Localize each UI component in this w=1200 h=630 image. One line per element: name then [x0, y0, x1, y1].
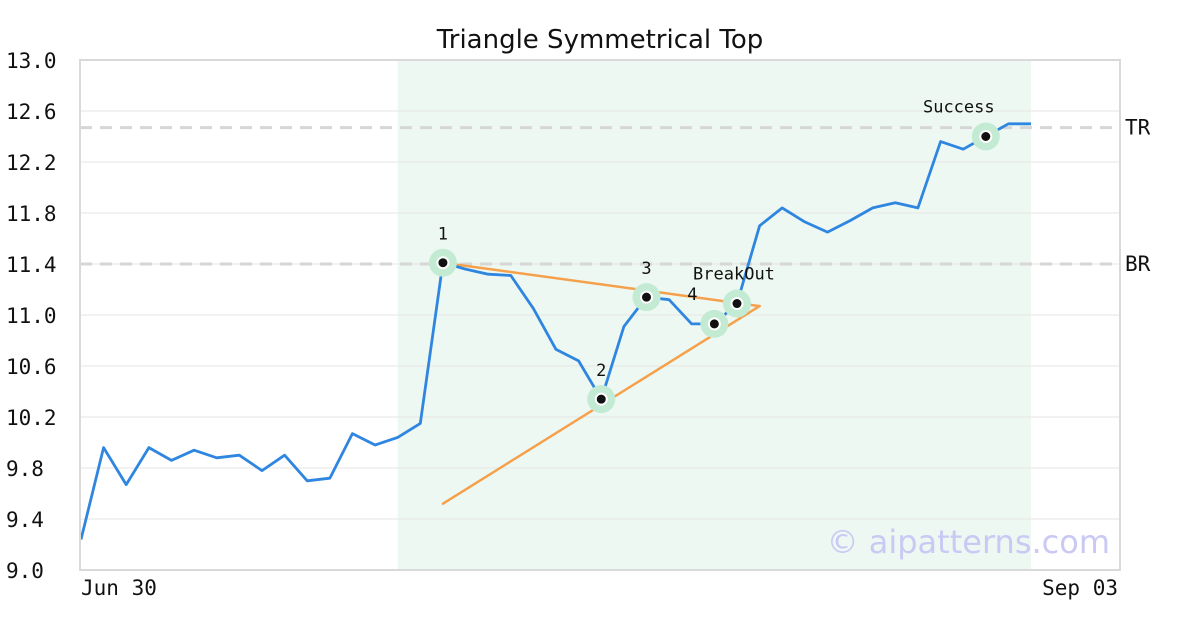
chart-title: Triangle Symmetrical Top	[436, 25, 764, 55]
reference-label-tr: TR	[1125, 116, 1151, 140]
point-label: 1	[438, 225, 448, 245]
y-tick-label: 12.6	[6, 100, 57, 124]
y-tick-label: 13.0	[6, 49, 57, 73]
point-label: Success	[923, 98, 995, 118]
y-tick-label: 10.6	[6, 355, 57, 379]
point-marker	[707, 317, 721, 331]
point-marker	[979, 130, 993, 143]
plot-frame	[79, 59, 1121, 571]
y-tick-label: 12.2	[6, 151, 57, 175]
x-tick-label: Sep 03	[1042, 576, 1118, 600]
y-tick-label: 9.0	[6, 559, 44, 583]
y-tick-label: 11.8	[6, 202, 57, 226]
point-marker	[594, 392, 608, 406]
point-marker	[730, 297, 744, 311]
x-tick-label: Jun 30	[81, 576, 157, 600]
point-label: 4	[687, 285, 697, 305]
price-line	[79, 122, 1031, 540]
point-label: 3	[641, 259, 651, 279]
point-label: BreakOut	[693, 265, 775, 285]
point-marker	[436, 256, 450, 270]
y-tick-label: 11.4	[6, 253, 57, 277]
upper-trendline	[441, 261, 761, 308]
point-label: 2	[596, 361, 606, 381]
y-tick-label: 11.0	[6, 304, 57, 328]
watermark: © aipatterns.com	[827, 523, 1110, 561]
y-tick-label: 9.8	[6, 457, 44, 481]
y-tick-label: 9.4	[6, 508, 44, 532]
y-tick-label: 10.2	[6, 406, 57, 430]
reference-label-br: BR	[1125, 252, 1151, 276]
point-marker	[640, 290, 653, 304]
